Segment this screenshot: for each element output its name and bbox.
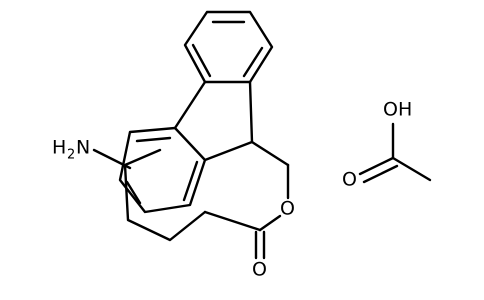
bond xyxy=(203,210,262,232)
acid-hydroxyl: OH xyxy=(383,99,412,121)
ring-oxygen: O xyxy=(280,198,295,220)
double-bond xyxy=(242,46,264,78)
amine-n: N xyxy=(76,137,90,159)
amine-subscript: 2 xyxy=(67,148,75,163)
double-bond xyxy=(182,160,199,202)
lower-ring xyxy=(118,126,207,214)
bonds xyxy=(92,10,432,260)
bond xyxy=(203,140,254,162)
bond xyxy=(173,80,207,130)
double-bond xyxy=(362,164,399,184)
bond xyxy=(250,140,290,167)
amine-h: H xyxy=(52,137,66,159)
bond xyxy=(248,80,254,144)
bond xyxy=(258,214,282,232)
double-bond xyxy=(125,180,142,205)
double-bond xyxy=(135,136,172,143)
double-bond xyxy=(191,43,212,78)
bond xyxy=(92,148,132,170)
bond xyxy=(391,156,432,182)
carbonyl-oxygen: O xyxy=(252,259,267,281)
bridge xyxy=(123,148,207,242)
double-bond xyxy=(358,156,395,176)
acid-carbonyl-oxygen: O xyxy=(342,169,357,191)
